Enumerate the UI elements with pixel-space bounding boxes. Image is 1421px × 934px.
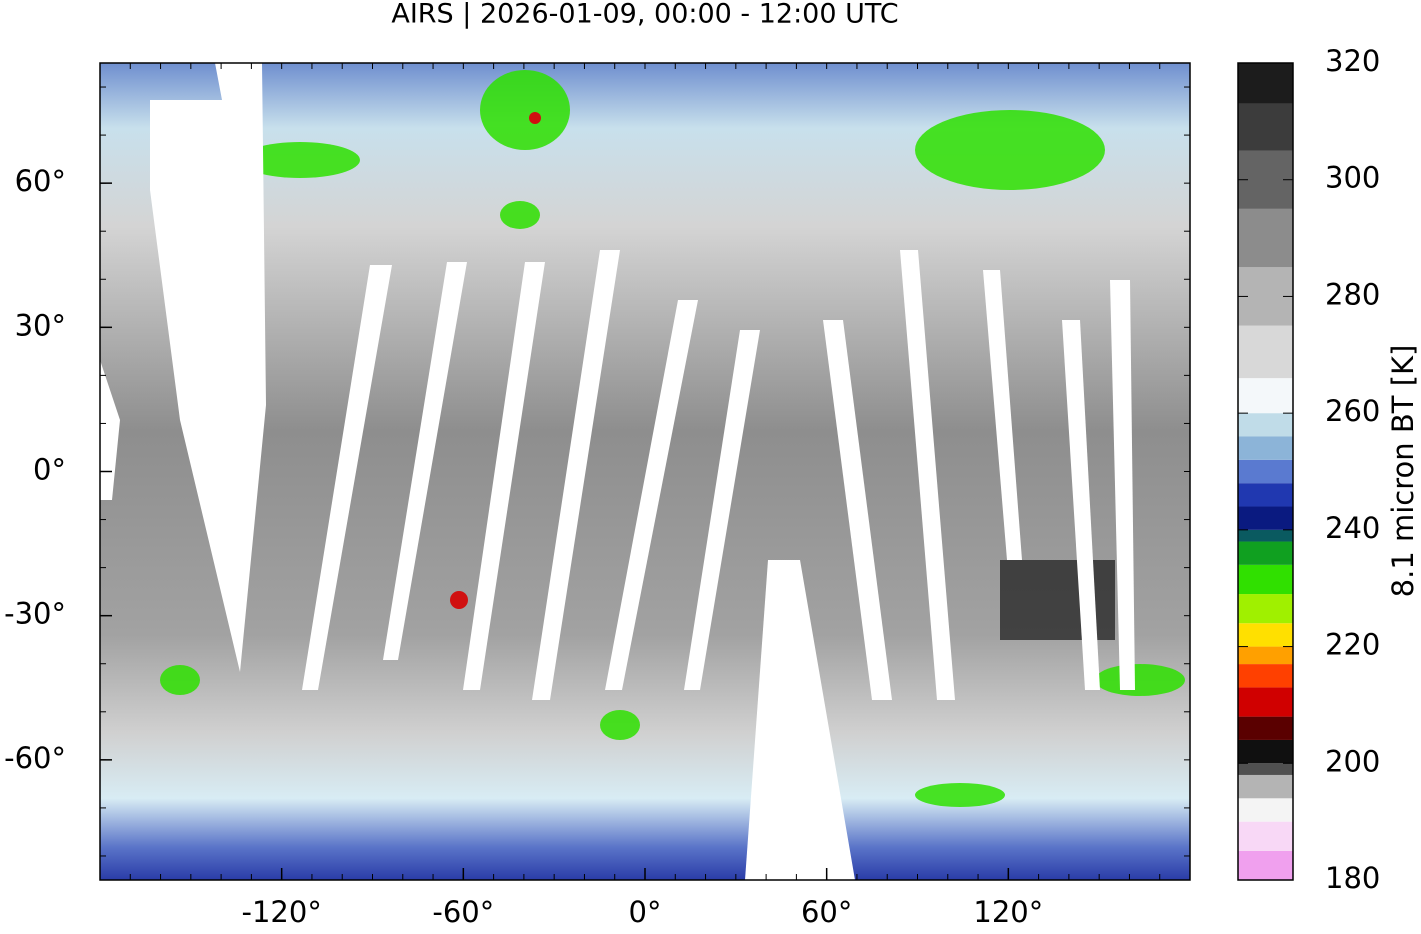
colorbar-segment bbox=[1238, 208, 1293, 268]
colorbar-segment bbox=[1238, 378, 1293, 414]
x-tick-label: 60° bbox=[801, 895, 852, 929]
colorbar-segment bbox=[1238, 739, 1293, 764]
colorbar-segment bbox=[1238, 623, 1293, 647]
colorbar-segment bbox=[1238, 763, 1293, 775]
colorbar-segment bbox=[1238, 63, 1293, 104]
colorbar-tick-label: 240 bbox=[1325, 511, 1380, 545]
title: AIRS | 2026-01-09, 00:00 - 12:00 UTC bbox=[391, 0, 898, 30]
y-tick-label: -60° bbox=[4, 741, 66, 775]
colorbar-segment bbox=[1238, 564, 1293, 595]
colorbar-segment bbox=[1238, 325, 1293, 379]
colorbar-segment bbox=[1238, 529, 1293, 542]
colorbar-tick-label: 260 bbox=[1325, 394, 1380, 428]
colorbar-tick-label: 320 bbox=[1325, 44, 1380, 78]
colorbar-segment bbox=[1238, 850, 1293, 880]
colorbar-tick-label: 280 bbox=[1325, 277, 1380, 311]
colorbar-segment bbox=[1238, 459, 1293, 484]
y-tick-label: 0° bbox=[33, 453, 66, 487]
colorbar-segment bbox=[1238, 716, 1293, 740]
colorbar-segment bbox=[1238, 646, 1293, 665]
x-tick-label: -60° bbox=[432, 895, 494, 929]
colorbar-segment bbox=[1238, 664, 1293, 688]
colorbar-segment bbox=[1238, 436, 1293, 460]
x-tick-label: 120° bbox=[973, 895, 1043, 929]
colorbar-segment bbox=[1238, 483, 1293, 507]
colorbar-segment bbox=[1238, 541, 1293, 565]
colorbar-segment bbox=[1238, 594, 1293, 624]
colorbar-segment bbox=[1238, 798, 1293, 822]
y-tick-label: 30° bbox=[15, 308, 66, 342]
colorbar-tick-label: 220 bbox=[1325, 628, 1380, 662]
x-tick-label: 0° bbox=[629, 895, 662, 929]
x-tick-label: -120° bbox=[242, 895, 322, 929]
colorbar-tick-label: 200 bbox=[1325, 744, 1380, 778]
colorbar-segment bbox=[1238, 506, 1293, 530]
colorbar-frame bbox=[1237, 62, 1294, 881]
y-tick-label: 60° bbox=[15, 164, 66, 198]
colorbar-segment bbox=[1238, 774, 1293, 799]
colorbar-segment bbox=[1238, 687, 1293, 717]
map-image bbox=[100, 63, 1190, 880]
colorbar-tick-label: 180 bbox=[1325, 861, 1380, 895]
colorbar-segment bbox=[1238, 821, 1293, 851]
y-tick-label: -30° bbox=[4, 597, 66, 631]
colorbar-tick-label: 300 bbox=[1325, 161, 1380, 195]
colorbar-segment bbox=[1238, 413, 1293, 437]
colorbar-segment bbox=[1238, 103, 1293, 151]
colorbar-label: 8.1 micron BT [K] bbox=[1386, 345, 1420, 598]
